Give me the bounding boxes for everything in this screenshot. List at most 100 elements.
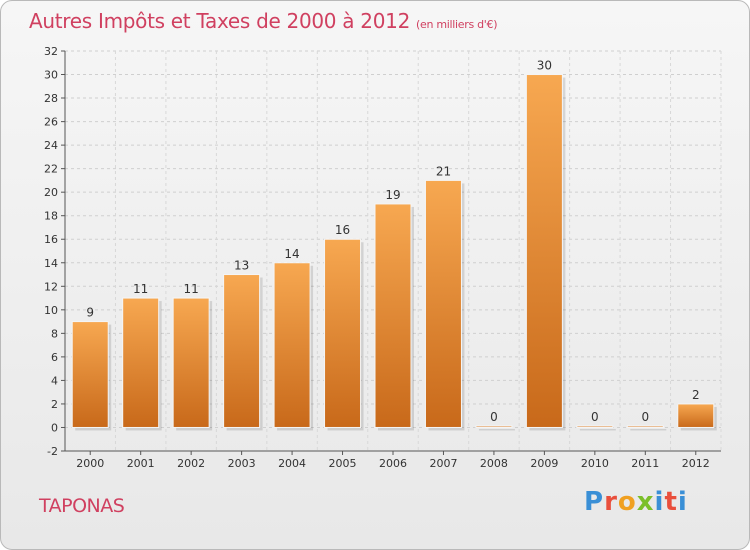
- y-tick: 0: [51, 421, 65, 434]
- x-tick-label: 2005: [329, 457, 357, 470]
- y-tick-label: 28: [44, 92, 58, 105]
- y-tick-label: 26: [44, 116, 58, 129]
- y-tick: 30: [44, 69, 65, 82]
- y-tick: 26: [44, 116, 65, 129]
- bar-2011[interactable]: [626, 425, 664, 428]
- x-tick: 2000: [76, 451, 104, 470]
- y-tick: 14: [44, 257, 65, 270]
- x-tick-label: 2011: [631, 457, 659, 470]
- y-tick: 8: [51, 327, 65, 340]
- bar-2004[interactable]: [273, 262, 311, 428]
- x-tick: 2012: [682, 451, 710, 470]
- y-tick: -2: [47, 445, 65, 458]
- y-tick: 16: [44, 233, 65, 246]
- x-tick-label: 2000: [76, 457, 104, 470]
- x-tick-label: 2012: [682, 457, 710, 470]
- x-tick-label: 2004: [278, 457, 306, 470]
- x-tick: 2008: [480, 451, 508, 470]
- bar-2010[interactable]: [576, 425, 614, 428]
- bar-2003[interactable]: [223, 274, 261, 428]
- x-tick-label: 2001: [127, 457, 155, 470]
- y-tick: 20: [44, 186, 65, 199]
- chart-title-text: Autres Impôts et Taxes de 2000 à 2012: [29, 9, 410, 33]
- x-tick: 2009: [530, 451, 558, 470]
- bar-value-label: 9: [86, 306, 94, 320]
- x-tick: 2002: [177, 451, 205, 470]
- logo-letter: r: [604, 487, 618, 517]
- x-tick: 2003: [228, 451, 256, 470]
- bar-2009[interactable]: [525, 74, 563, 428]
- y-tick: 2: [51, 398, 65, 411]
- bar-2005[interactable]: [324, 238, 362, 428]
- y-tick-label: 4: [51, 374, 58, 387]
- logo-letter: i: [654, 487, 665, 517]
- y-tick-label: 32: [44, 45, 58, 58]
- x-tick-label: 2006: [379, 457, 407, 470]
- bar-shadow: [478, 428, 515, 431]
- bar-value-label: 11: [184, 282, 199, 296]
- y-tick-label: 8: [51, 327, 58, 340]
- y-tick-label: 6: [51, 351, 58, 364]
- bar-2006[interactable]: [374, 203, 412, 428]
- x-tick: 2005: [329, 451, 357, 470]
- x-tick-label: 2007: [429, 457, 457, 470]
- y-tick-label: 30: [44, 69, 58, 82]
- bar-2001[interactable]: [122, 297, 160, 428]
- bar-2007[interactable]: [424, 179, 462, 428]
- x-tick: 2001: [127, 451, 155, 470]
- x-tick-label: 2003: [228, 457, 256, 470]
- y-tick-label: 22: [44, 163, 58, 176]
- x-tick: 2007: [429, 451, 457, 470]
- bar-value-label: 0: [591, 410, 599, 424]
- y-tick-label: 0: [51, 421, 58, 434]
- bar-2002[interactable]: [172, 297, 210, 428]
- bar-shadow: [579, 428, 616, 431]
- x-tick-label: 2002: [177, 457, 205, 470]
- y-tick: 6: [51, 351, 65, 364]
- bar-value-label: 19: [385, 188, 400, 202]
- bar-2000[interactable]: [71, 321, 109, 428]
- bar-layer: 9 11 11 13 14 16 19 21 0 30 0 0 2: [71, 59, 717, 431]
- bar-value-label: 14: [284, 247, 299, 261]
- y-tick: 32: [44, 45, 65, 58]
- proxiti-logo[interactable]: Proxiti: [584, 487, 688, 517]
- x-tick-label: 2009: [530, 457, 558, 470]
- logo-letter: i: [677, 487, 688, 517]
- x-tick-label: 2010: [581, 457, 609, 470]
- town-name: TAPONAS: [39, 495, 125, 517]
- logo-letter: o: [617, 487, 637, 517]
- bar-value-label: 0: [641, 410, 649, 424]
- logo-letter: P: [584, 487, 605, 517]
- y-tick-label: 14: [44, 257, 58, 270]
- bar-value-label: 21: [436, 164, 451, 178]
- y-tick: 4: [51, 374, 65, 387]
- bar-2012[interactable]: [677, 403, 715, 428]
- y-tick: 18: [44, 210, 65, 223]
- logo-letter: x: [636, 487, 655, 517]
- x-tick: 2004: [278, 451, 306, 470]
- y-tick: 22: [44, 163, 65, 176]
- y-tick-label: 12: [44, 280, 58, 293]
- y-tick-label: 18: [44, 210, 58, 223]
- y-tick-label: -2: [47, 445, 58, 458]
- logo-letter: t: [664, 487, 678, 517]
- chart-title: Autres Impôts et Taxes de 2000 à 2012 (en…: [29, 9, 497, 33]
- bar-value-label: 16: [335, 223, 350, 237]
- y-tick-label: 10: [44, 304, 58, 317]
- y-tick: 24: [44, 139, 65, 152]
- y-tick: 10: [44, 304, 65, 317]
- bar-value-label: 2: [692, 388, 700, 402]
- y-tick: 12: [44, 280, 65, 293]
- x-tick: 2011: [631, 451, 659, 470]
- x-tick: 2010: [581, 451, 609, 470]
- x-tick: 2006: [379, 451, 407, 470]
- x-tick-label: 2008: [480, 457, 508, 470]
- bar-value-label: 11: [133, 282, 148, 296]
- bar-2008[interactable]: [475, 425, 513, 428]
- y-tick-label: 24: [44, 139, 58, 152]
- chart-subtitle: (en milliers d'€): [416, 18, 498, 31]
- bar-value-label: 0: [490, 410, 498, 424]
